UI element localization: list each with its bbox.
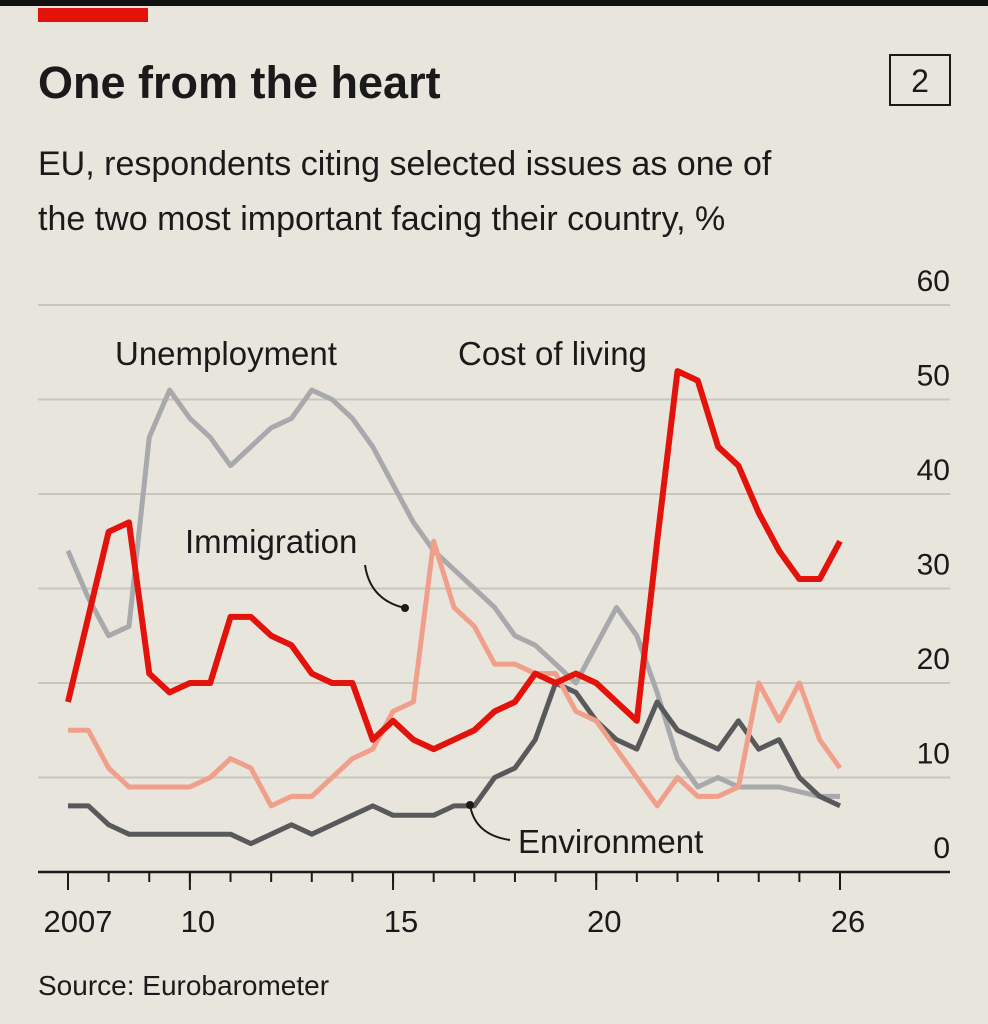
y-tick-label: 40	[917, 454, 950, 487]
x-tick-label: 15	[384, 904, 418, 939]
y-tick-label: 20	[917, 643, 950, 676]
y-tick-label: 30	[917, 549, 950, 582]
y-tick-label: 0	[933, 832, 950, 865]
y-tick-label: 50	[917, 360, 950, 393]
series-line	[68, 538, 843, 809]
badge: 2	[911, 63, 929, 99]
x-tick-label: 26	[831, 904, 865, 939]
top-rule	[0, 0, 988, 6]
series-line	[65, 387, 840, 799]
x-tick-label: 20	[587, 904, 621, 939]
series-label: Cost of living	[458, 335, 647, 372]
series-label: Immigration	[185, 523, 357, 560]
source: Source: Eurobarometer	[38, 970, 329, 1001]
subtitle-line: EU, respondents citing selected issues a…	[38, 145, 772, 183]
leader-dot	[466, 801, 474, 809]
badge-box	[889, 54, 951, 106]
series-line	[65, 368, 843, 753]
brand-bar	[38, 8, 148, 22]
x-tick-label: 10	[181, 904, 215, 939]
chart-title: One from the heart	[38, 57, 441, 108]
series-label: Environment	[518, 823, 703, 860]
series-label: Unemployment	[115, 335, 337, 372]
subtitle-line: the two most important facing their coun…	[38, 200, 725, 238]
y-tick-label: 10	[917, 738, 950, 771]
leader-dot	[401, 604, 409, 612]
y-tick-label: 60	[917, 265, 950, 298]
leader-line	[364, 564, 406, 609]
x-tick-label: 2007	[44, 904, 113, 939]
leader-line	[469, 804, 511, 841]
series-line	[68, 680, 842, 847]
